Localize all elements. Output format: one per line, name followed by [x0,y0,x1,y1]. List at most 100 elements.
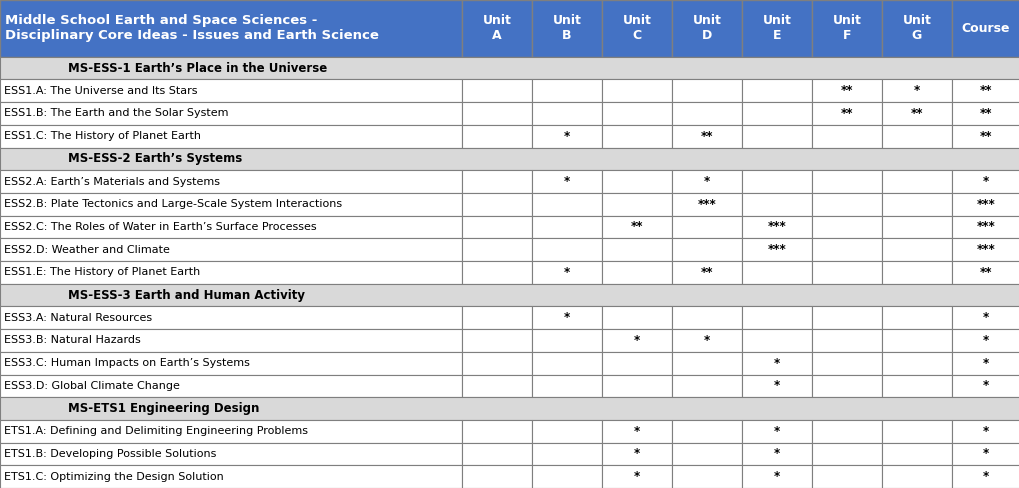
Bar [462,125,532,147]
Text: ESS2.D: Weather and Climate: ESS2.D: Weather and Climate [4,244,170,255]
Text: ***: *** [975,243,995,256]
Bar [811,329,881,352]
Bar [601,170,672,193]
Bar [0,306,462,329]
Text: *: * [773,425,780,438]
Text: ***: *** [767,221,786,233]
Bar [462,306,532,329]
Bar [532,193,601,216]
Bar [0,284,1019,306]
Bar [462,374,532,397]
Text: **: ** [979,266,991,279]
Bar [811,0,881,57]
Bar [532,443,601,465]
Bar [0,397,1019,420]
Bar [601,80,672,102]
Bar [741,465,811,488]
Text: Unit
F: Unit F [832,14,861,42]
Bar [0,238,462,261]
Bar [881,238,951,261]
Text: ESS2.B: Plate Tectonics and Large-Scale System Interactions: ESS2.B: Plate Tectonics and Large-Scale … [4,199,341,209]
Bar [672,216,741,238]
Bar [881,102,951,125]
Text: *: * [633,425,640,438]
Text: *: * [564,175,570,188]
Bar [881,329,951,352]
Bar [672,306,741,329]
Bar [532,0,601,57]
Bar [881,125,951,147]
Bar [741,238,811,261]
Bar [811,216,881,238]
Text: ESS2.C: The Roles of Water in Earth’s Surface Processes: ESS2.C: The Roles of Water in Earth’s Su… [4,222,316,232]
Bar [741,420,811,443]
Bar [741,329,811,352]
Bar [951,352,1019,374]
Bar [951,0,1019,57]
Text: Course: Course [961,22,1009,35]
Bar [811,170,881,193]
Bar [811,352,881,374]
Bar [811,306,881,329]
Bar [741,352,811,374]
Bar [672,0,741,57]
Bar [741,374,811,397]
Text: Unit
D: Unit D [692,14,720,42]
Bar [0,0,462,57]
Bar [601,261,672,284]
Bar [532,374,601,397]
Bar [881,374,951,397]
Bar [881,306,951,329]
Bar [672,125,741,147]
Bar [601,329,672,352]
Text: *: * [913,84,919,97]
Bar [881,216,951,238]
Text: ESS2.A: Earth’s Materials and Systems: ESS2.A: Earth’s Materials and Systems [4,177,220,186]
Text: ESS3.B: Natural Hazards: ESS3.B: Natural Hazards [4,335,141,346]
Bar [672,261,741,284]
Bar [601,443,672,465]
Bar [672,102,741,125]
Bar [532,238,601,261]
Bar [532,170,601,193]
Bar [951,170,1019,193]
Bar [741,125,811,147]
Bar [0,216,462,238]
Text: **: ** [979,107,991,120]
Bar [811,102,881,125]
Bar [811,443,881,465]
Text: Unit
C: Unit C [622,14,651,42]
Bar [672,420,741,443]
Bar [0,352,462,374]
Bar [951,443,1019,465]
Bar [0,329,462,352]
Bar [951,261,1019,284]
Bar [881,80,951,102]
Text: *: * [773,357,780,370]
Bar [881,443,951,465]
Bar [532,125,601,147]
Bar [532,102,601,125]
Text: **: ** [840,84,853,97]
Bar [811,261,881,284]
Bar [741,193,811,216]
Bar [0,465,462,488]
Bar [741,216,811,238]
Bar [601,216,672,238]
Text: ETS1.A: Defining and Delimiting Engineering Problems: ETS1.A: Defining and Delimiting Engineer… [4,426,308,436]
Text: *: * [703,175,709,188]
Text: **: ** [700,266,712,279]
Text: **: ** [840,107,853,120]
Text: ETS1.C: Optimizing the Design Solution: ETS1.C: Optimizing the Design Solution [4,471,223,482]
Bar [462,0,532,57]
Text: **: ** [979,130,991,142]
Text: *: * [633,470,640,483]
Text: Unit
B: Unit B [552,14,581,42]
Bar [672,374,741,397]
Text: *: * [564,311,570,324]
Bar [881,420,951,443]
Text: MS-ESS-3 Earth and Human Activity: MS-ESS-3 Earth and Human Activity [68,288,305,302]
Bar [0,102,462,125]
Text: *: * [633,447,640,461]
Bar [951,465,1019,488]
